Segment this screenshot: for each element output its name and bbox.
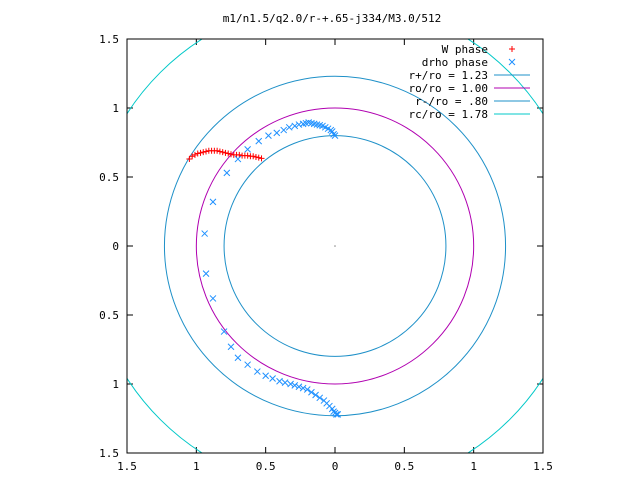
- w-phase-point: [203, 148, 210, 155]
- y-tick-label: 1.5: [99, 33, 119, 46]
- drho-phase-point: [334, 411, 342, 418]
- x-tick-label: 1: [193, 460, 200, 473]
- legend-label: r+/ro = 1.23: [409, 69, 488, 82]
- drho-phase-point: [280, 126, 288, 134]
- y-tick-label: 0.5: [99, 171, 119, 184]
- drho-phase-point: [227, 343, 235, 351]
- legend-label: W phase: [442, 43, 488, 56]
- w-phase-point: [225, 150, 232, 157]
- w-phase-point: [189, 153, 196, 160]
- reference-circles: [127, 39, 543, 453]
- legend-marker: [509, 46, 515, 52]
- origin-dot: [334, 245, 336, 247]
- w-phase-point: [197, 149, 204, 156]
- w-phase-point: [236, 151, 243, 158]
- w-phase-point: [216, 148, 223, 155]
- drho-phase-point: [276, 377, 283, 385]
- drho-phase-point: [291, 382, 299, 389]
- drho-phase-point: [220, 328, 228, 335]
- w-phase-point: [222, 149, 229, 156]
- x-tick-label: 0: [332, 460, 339, 473]
- w-phase-point: [252, 153, 259, 160]
- w-phase-point: [214, 147, 221, 154]
- drho-phase-point: [234, 354, 242, 362]
- w-phase-point: [191, 151, 198, 158]
- x-tick-label: 0.5: [394, 460, 414, 473]
- y-tick-label: 1: [112, 378, 119, 391]
- y-tick-label: 0.5: [99, 309, 119, 322]
- drho-phase-point: [202, 270, 210, 277]
- y-tick-label: 0: [112, 240, 119, 253]
- w-phase-point: [258, 155, 265, 162]
- drho-phase-point: [223, 169, 231, 177]
- x-tick-label: 1.5: [533, 460, 553, 473]
- drho-phase-point: [234, 155, 242, 163]
- drho-phase-point: [316, 394, 324, 402]
- legend-marker: [508, 58, 516, 66]
- drho-phase-point: [269, 375, 276, 382]
- w-phase-point: [219, 149, 226, 156]
- drho-phase-point: [253, 368, 261, 375]
- drho-phase-point: [281, 379, 289, 386]
- x-tick-label: 1: [470, 460, 477, 473]
- drho-phase-point: [244, 361, 251, 369]
- w-phase-point: [228, 151, 234, 158]
- y-tick-label: 1.5: [99, 447, 119, 460]
- drho-phase-point: [303, 386, 311, 393]
- drho-phase-point: [201, 230, 209, 237]
- drho-phase-point: [285, 123, 293, 131]
- y-tick-label: 1: [112, 102, 119, 115]
- reference-circle: [195, 107, 475, 385]
- drho-phase-point: [209, 198, 217, 206]
- legend-label: r-/ro = .80: [415, 95, 488, 108]
- drho-phase-point: [273, 129, 281, 137]
- drho-phase-point: [265, 132, 272, 139]
- drho-phase-point: [333, 411, 340, 418]
- legend-label: ro/ro = 1.00: [409, 82, 488, 95]
- drho-phase-point: [244, 146, 251, 153]
- w-phase-point: [244, 152, 251, 159]
- drho-phase-point: [262, 372, 270, 380]
- x-tick-label: 1.5: [117, 460, 137, 473]
- legend-label: rc/ro = 1.78: [409, 108, 488, 121]
- chart-title: m1/n1.5/q2.0/r-+.65-j334/M3.0/512: [223, 12, 442, 25]
- w-phase-point: [250, 153, 257, 160]
- drho-phase-point: [295, 121, 303, 128]
- data-series: [186, 119, 342, 418]
- plot-area: [126, 38, 544, 454]
- w-phase-point: [186, 156, 193, 163]
- drho-phase-point: [287, 380, 294, 388]
- drho-phase-point: [209, 295, 217, 302]
- w-phase-point: [255, 154, 262, 161]
- drho-phase-point: [291, 122, 299, 130]
- drho-phase-point: [308, 388, 315, 396]
- drho-phase-point: [295, 383, 303, 391]
- x-tick-label: 0.5: [256, 460, 276, 473]
- w-phase-point: [194, 150, 201, 157]
- drho-phase-point: [299, 384, 307, 392]
- drho-phase-point: [255, 137, 263, 145]
- drho-phase-point: [312, 391, 319, 399]
- legend-label: drho phase: [422, 56, 488, 69]
- reference-circle: [127, 39, 543, 453]
- w-phase-point: [200, 149, 207, 156]
